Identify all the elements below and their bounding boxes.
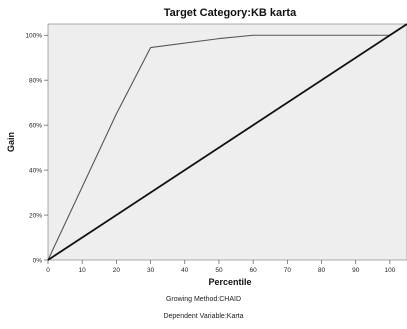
y-axis-ticks: 0% 20% 40% 60% 80% 100% [25, 33, 48, 265]
x-tick-label: 20 [113, 267, 121, 274]
baseline-series-line [47, 23, 407, 261]
x-tick-label: 70 [284, 267, 292, 274]
y-tick-label: 80% [29, 78, 42, 85]
y-axis-label: Gain [6, 132, 16, 152]
y-tick-label: 100% [25, 33, 42, 40]
x-tick-label: 50 [215, 267, 223, 274]
series-layer [47, 23, 407, 261]
x-tick-label: 40 [181, 267, 189, 274]
x-axis-ticks: 0 10 20 30 40 50 60 70 80 90 100 [46, 260, 396, 274]
x-tick-label: 80 [318, 267, 326, 274]
chart-title: Target Category:KB karta [164, 7, 297, 19]
y-tick-label: 60% [29, 123, 42, 130]
x-tick-label: 30 [147, 267, 155, 274]
x-tick-label: 60 [250, 267, 258, 274]
x-axis-label: Percentile [208, 277, 251, 287]
y-tick-label: 40% [29, 168, 42, 175]
gain-series-line [47, 34, 390, 261]
x-tick-label: 0 [46, 267, 50, 274]
x-tick-label: 90 [352, 267, 360, 274]
dependent-variable-note: Dependent Variable:Karta [163, 313, 244, 320]
y-tick-label: 0% [33, 258, 43, 265]
growing-method-note: Growing Method:CHAID [165, 296, 242, 303]
x-tick-label: 100 [384, 267, 395, 274]
y-tick-label: 20% [29, 213, 42, 220]
x-tick-label: 10 [79, 267, 87, 274]
